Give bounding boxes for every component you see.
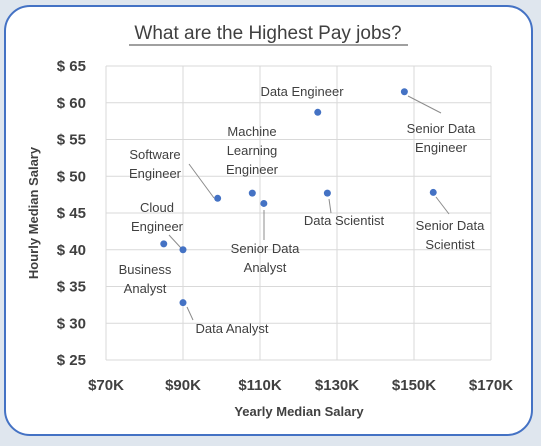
y-tick-label: $ 45 [57, 205, 86, 222]
data-point [160, 240, 167, 247]
data-label: Cloud Engineer [131, 200, 184, 234]
x-tick-label: $90K [165, 377, 201, 394]
y-tick-label: $ 60 [57, 95, 86, 112]
chart-title: What are the Highest Pay jobs? [134, 23, 401, 44]
data-labels: Data Engineer Senior Data Engineer Software… [119, 84, 485, 336]
x-tick-labels: $70K $90K $110K $130K $150K $170K [88, 377, 513, 394]
x-tick-label: $70K [88, 377, 124, 394]
data-label: Data Analyst [196, 321, 269, 336]
leader-line [169, 235, 181, 248]
data-label: Senior Data Analyst [231, 241, 300, 275]
y-tick-label: $ 40 [57, 242, 86, 259]
data-label: Senior Data Engineer [407, 121, 476, 155]
leader-line [329, 199, 331, 213]
y-tick-label: $ 35 [57, 279, 86, 296]
y-tick-labels: $ 25 $ 30 $ 35 $ 40 $ 45 $ 50 $ 55 $ 60 $ 65 [57, 58, 86, 369]
leader-line [187, 307, 193, 320]
y-tick-label: $ 50 [57, 168, 86, 185]
data-label: Data Scientist [304, 213, 385, 228]
data-point [314, 109, 321, 116]
x-axis-title: Yearly Median Salary [234, 404, 364, 419]
data-point [324, 190, 331, 197]
data-label: Data Engineer [260, 84, 344, 99]
y-tick-label: $ 30 [57, 315, 86, 332]
data-point [401, 88, 408, 95]
y-tick-label: $ 25 [57, 352, 86, 369]
y-tick-label: $ 65 [57, 58, 86, 75]
x-tick-label: $150K [392, 377, 436, 394]
data-label: Machine Learning Engineer [226, 124, 279, 177]
data-point [180, 299, 187, 306]
x-tick-label: $110K [238, 377, 282, 394]
data-point [430, 189, 437, 196]
y-tick-label: $ 55 [57, 132, 86, 149]
data-label: Senior Data Scientist [416, 218, 485, 252]
data-point [260, 200, 267, 207]
leader-line [436, 197, 449, 214]
leader-line [189, 164, 214, 198]
data-point [249, 190, 256, 197]
data-label: Software Engineer [129, 147, 182, 181]
data-label: Business Analyst [119, 262, 172, 296]
leader-line [408, 96, 441, 113]
x-tick-label: $130K [315, 377, 359, 394]
x-tick-label: $170K [469, 377, 513, 394]
data-point [180, 246, 187, 253]
y-axis-title: Hourly Median Salary [26, 146, 41, 279]
data-points [160, 88, 437, 306]
data-point [214, 195, 221, 202]
